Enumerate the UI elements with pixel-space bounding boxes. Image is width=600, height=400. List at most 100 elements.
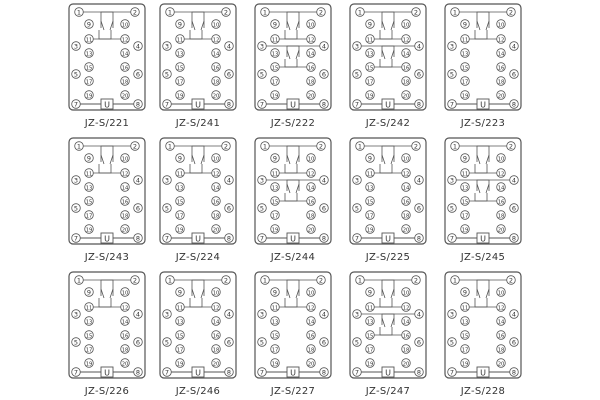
- terminal-number: 6: [322, 338, 326, 346]
- terminal-number: 5: [74, 204, 78, 212]
- terminal-number: 18: [213, 347, 220, 353]
- model-label: JZ-S/242: [365, 118, 411, 129]
- terminal: [224, 41, 234, 51]
- contact-symbol: [474, 154, 497, 174]
- terminal-number: 7: [355, 234, 359, 242]
- coil-label: U: [480, 235, 486, 244]
- terminal-number: 8: [227, 368, 231, 376]
- terminal: [133, 41, 143, 51]
- contact-symbol: [189, 20, 212, 40]
- terminal: [84, 210, 94, 220]
- terminal: [496, 62, 506, 72]
- terminal-number: 11: [462, 37, 469, 43]
- terminal: [352, 203, 362, 213]
- terminal: [506, 7, 516, 17]
- panel-frame: [159, 271, 237, 379]
- terminal-number: 16: [308, 65, 315, 71]
- terminal: [175, 62, 185, 72]
- terminal-number: 15: [367, 65, 374, 71]
- model-label: JZ-S/246: [175, 386, 221, 397]
- terminal: [71, 203, 81, 213]
- contact-symbol: [379, 317, 402, 336]
- model-label: JZ-S/243: [84, 252, 130, 263]
- terminal: [84, 196, 94, 206]
- terminal: [447, 175, 457, 185]
- terminal-number: 20: [308, 227, 315, 233]
- terminal: [84, 34, 94, 44]
- terminal-number: 5: [355, 70, 359, 78]
- terminal: [306, 168, 316, 178]
- terminal: [120, 210, 130, 220]
- terminal: [447, 233, 457, 243]
- terminal: [130, 141, 140, 151]
- terminal-number: 4: [227, 176, 231, 184]
- terminal-number: 7: [165, 368, 169, 376]
- terminal-number: 19: [177, 227, 184, 233]
- terminal: [447, 309, 457, 319]
- terminal: [352, 41, 362, 51]
- terminal-number: 11: [462, 305, 469, 311]
- terminal-number: 4: [136, 310, 140, 318]
- terminal: [306, 196, 316, 206]
- terminal-number: 10: [122, 22, 129, 28]
- coil: [286, 366, 300, 378]
- terminal-number: 2: [414, 8, 418, 16]
- contact-symbol: [184, 288, 205, 308]
- terminal: [270, 224, 280, 234]
- terminal: [270, 168, 280, 178]
- terminal: [306, 358, 316, 368]
- terminal-number: 15: [272, 65, 279, 71]
- terminal-number: 9: [463, 20, 467, 28]
- terminal-number: 8: [417, 234, 421, 242]
- terminal-number: 15: [367, 333, 374, 339]
- terminal-number: 17: [272, 347, 279, 353]
- coil: [476, 232, 490, 244]
- terminal-number: 16: [122, 199, 129, 205]
- terminal-number: 11: [272, 37, 279, 43]
- terminal-number: 2: [224, 8, 228, 16]
- terminal-number: 17: [367, 213, 374, 219]
- terminal: [352, 337, 362, 347]
- terminal-number: 15: [86, 199, 93, 205]
- coil: [100, 366, 114, 378]
- terminal: [175, 153, 185, 163]
- coil-label: U: [195, 235, 201, 244]
- terminal: [365, 90, 375, 100]
- terminal-number: 6: [512, 338, 516, 346]
- coil-label: U: [385, 369, 391, 378]
- terminal-number: 4: [512, 176, 516, 184]
- terminal: [224, 233, 234, 243]
- contact-wire: [286, 279, 317, 296]
- terminal-number: 4: [227, 310, 231, 318]
- terminal: [211, 90, 221, 100]
- contact-symbol: [98, 20, 121, 40]
- terminal: [257, 175, 267, 185]
- terminal: [401, 358, 411, 368]
- terminal: [352, 69, 362, 79]
- terminal-number: 20: [122, 93, 129, 99]
- terminal-number: 13: [86, 51, 93, 57]
- terminal: [175, 90, 185, 100]
- terminal-number: 15: [177, 333, 184, 339]
- contact-wire: [100, 145, 131, 162]
- terminal: [270, 76, 280, 86]
- terminal-number: 7: [74, 234, 78, 242]
- terminal-number: 12: [122, 305, 129, 311]
- terminal-number: 4: [227, 42, 231, 50]
- terminal: [401, 287, 411, 297]
- terminal: [165, 275, 175, 285]
- terminal: [319, 367, 329, 377]
- terminal: [221, 141, 231, 151]
- terminal: [84, 330, 94, 340]
- terminal-number: 7: [165, 234, 169, 242]
- terminal: [71, 69, 81, 79]
- terminal: [270, 344, 280, 354]
- terminal-number: 3: [450, 310, 454, 318]
- terminal: [224, 99, 234, 109]
- terminal-number: 20: [213, 361, 220, 367]
- terminal-number: 15: [462, 333, 469, 339]
- terminal-number: 17: [86, 347, 93, 353]
- terminal: [496, 358, 506, 368]
- terminal: [496, 90, 506, 100]
- terminal-number: 10: [213, 290, 220, 296]
